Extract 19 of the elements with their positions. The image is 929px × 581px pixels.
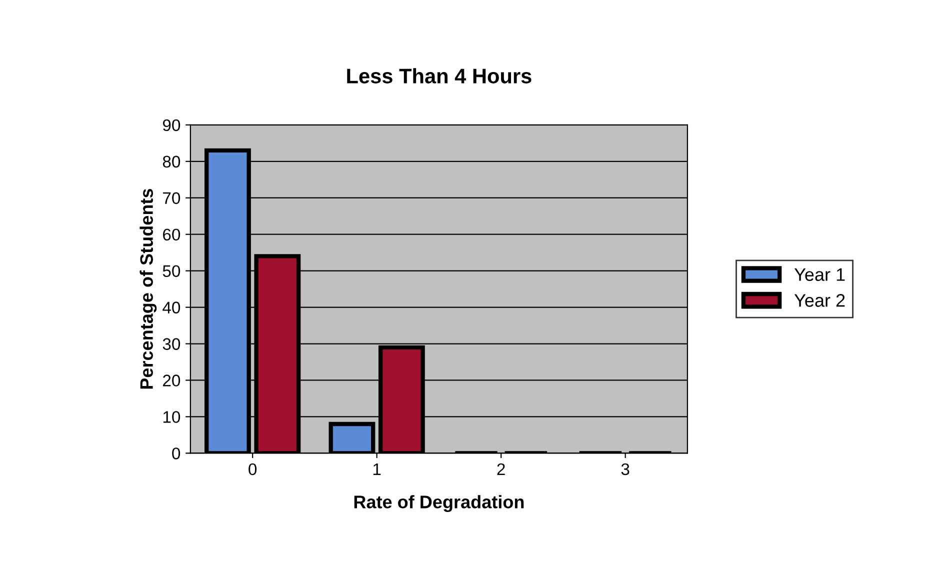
x-tick-label: 1 xyxy=(373,464,381,475)
x-tick-label: 3 xyxy=(621,463,630,476)
legend-label: Year 1 xyxy=(794,268,845,281)
y-tick-label: 90 xyxy=(162,119,180,132)
y-tick-label: 70 xyxy=(163,192,180,204)
x-tick-label: 0 xyxy=(248,463,257,476)
y-tick-label: 50 xyxy=(162,265,180,278)
y-tick-label: 40 xyxy=(162,302,180,314)
y-tick-label: 0 xyxy=(172,448,180,460)
y-tick-label: 10 xyxy=(163,411,180,423)
y-tick-label: 60 xyxy=(163,228,180,241)
y-axis-title: Percentage of Students xyxy=(140,188,157,389)
chart-title: Less Than 4 Hours xyxy=(347,68,532,84)
y-tick-label: 30 xyxy=(162,338,180,350)
y-tick-label: 80 xyxy=(162,156,180,168)
legend-label: Year 2 xyxy=(794,294,845,307)
y-tick-label: 20 xyxy=(163,374,180,386)
x-axis-title: Rate of Degradation xyxy=(354,495,524,512)
x-tick-label: 2 xyxy=(497,463,505,475)
